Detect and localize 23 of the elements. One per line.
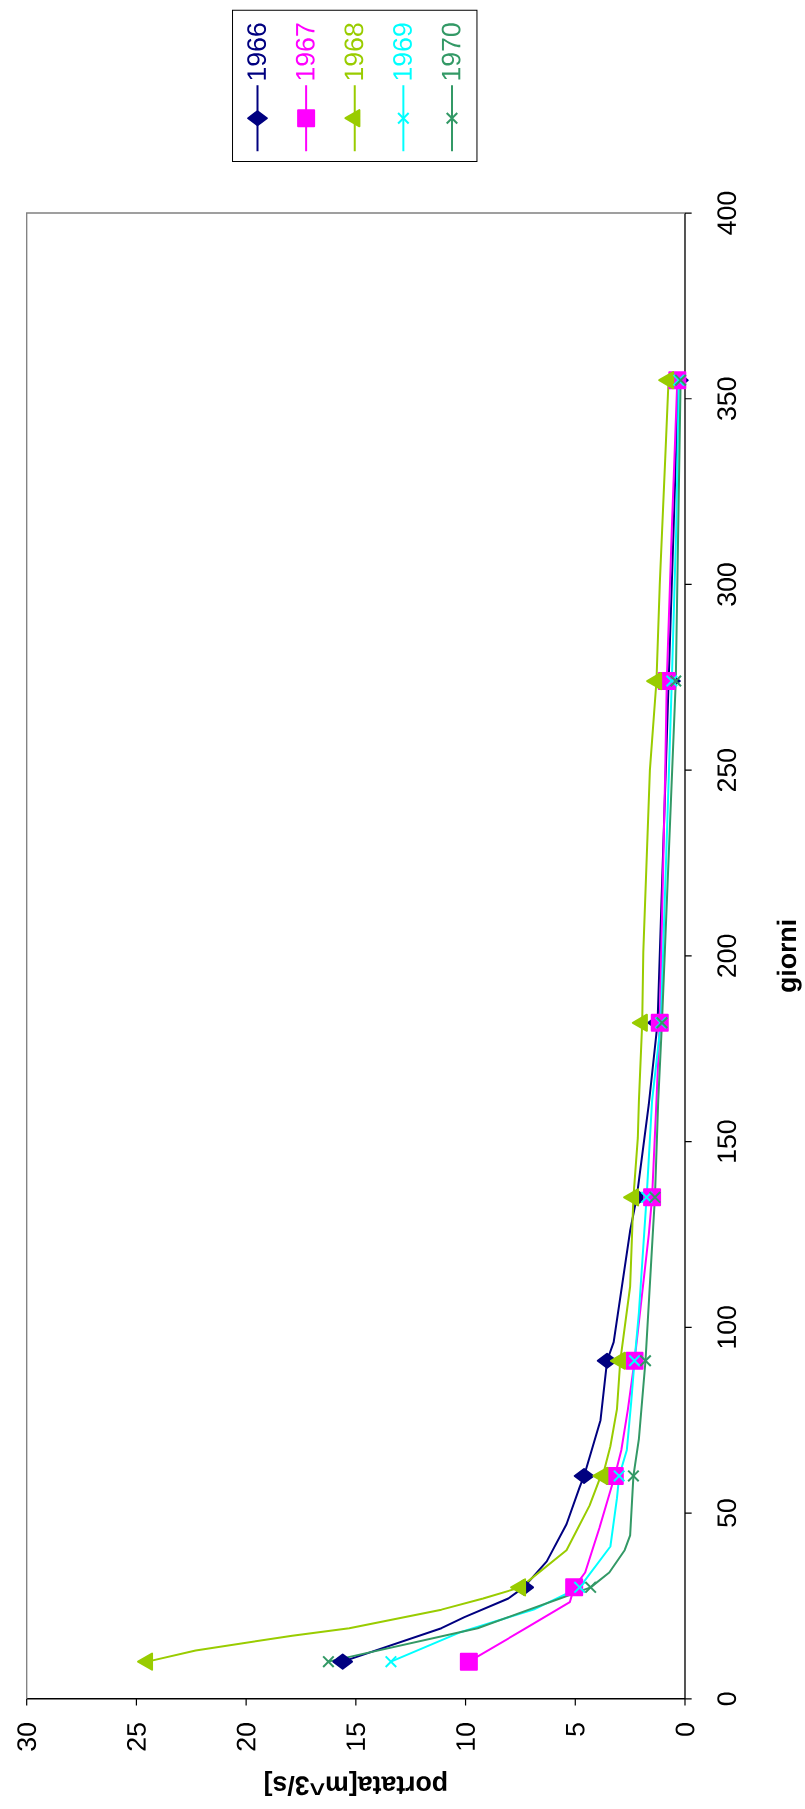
y-tick-label: 0 [717,1692,737,1706]
y-tick-label: 300 [717,563,737,606]
x-tick-label: 30 [17,1723,37,1751]
text: 1966 [247,23,267,80]
text: 1969 [393,23,412,80]
x-axis-title: portata[m^3/s] [265,1771,447,1796]
x-tick-label: 25 [126,1723,146,1751]
text: 1970 [441,23,461,80]
x-tick-label: 0 [675,1723,695,1736]
y-tick-label: 350 [717,377,737,420]
x-tick-label: 5 [565,1723,585,1736]
y-tick-label: 200 [717,934,737,977]
y-tick-label: 250 [717,749,737,792]
x-tick-label: 10 [456,1723,475,1750]
y-axis-title: giorni [776,920,802,992]
y-tick-label: 150 [717,1120,737,1162]
x-tick-label: 20 [236,1723,256,1751]
y-tick-label: 100 [717,1306,737,1348]
x-tick-label: 15 [346,1723,366,1750]
y-tick-label: 400 [717,191,737,235]
text: 1968 [344,23,364,80]
y-tick-label: 50 [717,1499,737,1527]
text: 1967 [295,23,315,80]
